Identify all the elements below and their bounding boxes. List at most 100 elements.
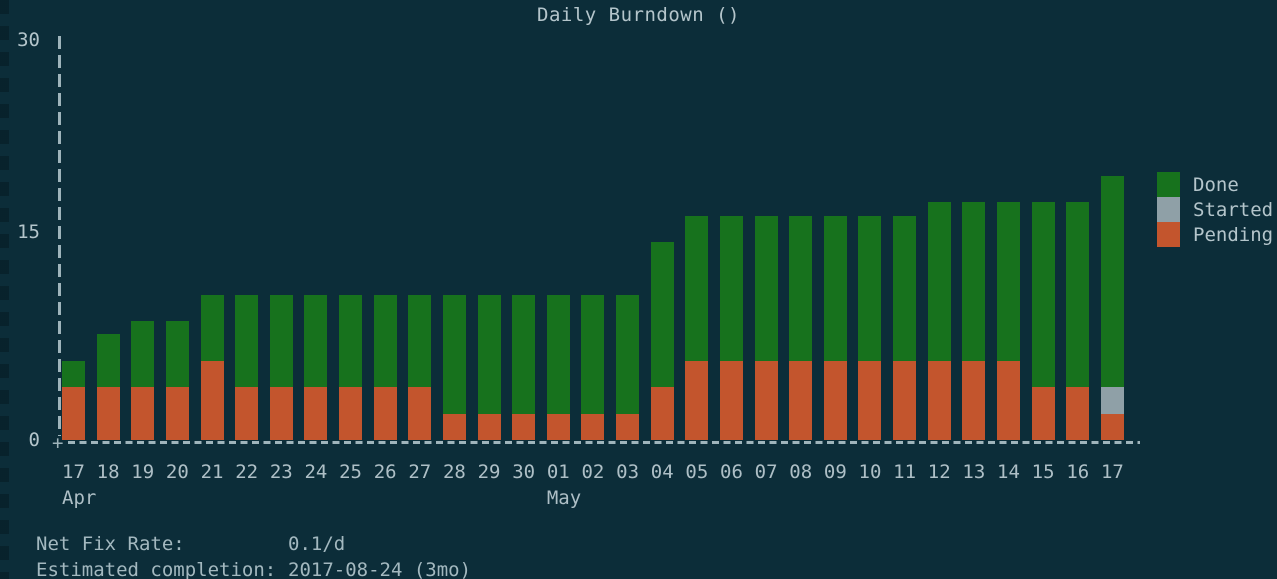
segment-pending	[823, 360, 847, 440]
segment-done	[408, 294, 432, 388]
x-tick-7-24: 24	[304, 461, 328, 483]
segment-pending	[304, 387, 328, 440]
x-tick-16-03: 03	[616, 461, 640, 483]
segment-pending	[719, 360, 743, 440]
x-tick-21-08: 08	[789, 461, 813, 483]
estimated-completion-value: 2017-08-24 (3mo)	[288, 559, 472, 579]
segment-done	[1100, 176, 1124, 388]
x-tick-5-22: 22	[235, 461, 259, 483]
bar-18-05	[685, 215, 709, 440]
segment-done	[373, 294, 397, 388]
segment-pending	[442, 413, 466, 440]
bar-26-13	[962, 202, 986, 440]
segment-started	[1100, 387, 1124, 414]
segment-done	[1031, 202, 1055, 388]
bar-21-08	[789, 215, 813, 440]
segment-pending	[477, 413, 501, 440]
bar-14-01	[546, 294, 570, 440]
segment-done	[442, 294, 466, 414]
segment-pending	[546, 413, 570, 440]
segment-done	[304, 294, 328, 388]
x-tick-30-17: 17	[1100, 461, 1124, 483]
x-tick-6-23: 23	[269, 461, 293, 483]
segment-done	[131, 321, 155, 388]
y-axis-line	[58, 36, 61, 436]
bar-13-30	[512, 294, 536, 440]
x-tick-13-30: 30	[512, 461, 536, 483]
segment-done	[823, 215, 847, 361]
segment-pending	[616, 413, 640, 440]
segment-pending	[339, 387, 363, 440]
x-tick-18-05: 05	[685, 461, 709, 483]
net-fix-rate-label: Net Fix Rate:	[36, 533, 185, 555]
legend-swatch-started	[1157, 197, 1180, 222]
segment-done	[893, 215, 917, 361]
month-label-may: May	[546, 487, 582, 509]
x-tick-25-12: 12	[927, 461, 951, 483]
segment-pending	[235, 387, 259, 440]
legend-label-done: Done	[1193, 173, 1239, 196]
segment-done	[858, 215, 882, 361]
segment-pending	[927, 360, 951, 440]
bar-28-15	[1031, 202, 1055, 440]
segment-done	[62, 360, 85, 388]
x-tick-0-17: 17	[62, 461, 85, 483]
bar-30-17	[1100, 176, 1124, 440]
segment-done	[719, 215, 743, 361]
y-tick-0: 0	[28, 429, 40, 451]
segment-done	[997, 202, 1020, 361]
segment-done	[339, 294, 363, 388]
x-tick-20-07: 07	[754, 461, 778, 483]
segment-pending	[685, 360, 709, 440]
estimated-completion-label: Estimated completion:	[36, 559, 277, 579]
x-tick-29-16: 16	[1066, 461, 1090, 483]
bar-17-04	[650, 242, 674, 440]
bar-22-09	[823, 215, 847, 440]
segment-done	[477, 294, 501, 414]
segment-pending	[96, 387, 120, 440]
bar-15-02	[581, 294, 605, 440]
bar-6-23	[269, 294, 293, 440]
segment-pending	[1066, 387, 1090, 440]
segment-pending	[1031, 387, 1055, 440]
segment-pending	[858, 360, 882, 440]
segment-pending	[373, 387, 397, 440]
segment-pending	[200, 360, 224, 440]
x-tick-27-14: 14	[997, 461, 1020, 483]
x-tick-19-06: 06	[720, 461, 743, 483]
chart-title: Daily Burndown ()	[537, 4, 740, 26]
bar-8-25	[339, 294, 363, 440]
segment-pending	[269, 387, 293, 440]
bar-25-12	[927, 202, 951, 440]
segment-done	[546, 294, 570, 414]
segment-done	[1066, 202, 1090, 388]
segment-pending	[789, 360, 813, 440]
x-tick-24-11: 11	[893, 461, 917, 483]
segment-done	[165, 321, 189, 388]
segment-pending	[581, 413, 605, 440]
axis-origin-glyph: +	[52, 432, 64, 454]
y-tick-30: 30	[17, 29, 40, 51]
bar-9-26	[373, 294, 397, 440]
x-tick-14-01: 01	[546, 461, 570, 483]
segment-pending	[997, 360, 1020, 440]
net-fix-rate-value: 0.1/d	[288, 533, 346, 555]
bar-10-27	[408, 294, 432, 440]
y-tick-15: 15	[17, 221, 40, 243]
left-edge-dots	[0, 0, 9, 579]
segment-done	[96, 334, 120, 388]
bar-7-24	[304, 294, 328, 440]
segment-done	[512, 294, 536, 414]
segment-pending	[62, 387, 85, 440]
segment-done	[685, 215, 709, 361]
x-tick-10-27: 27	[408, 461, 432, 483]
x-tick-23-10: 10	[858, 461, 882, 483]
x-tick-8-25: 25	[339, 461, 362, 483]
bar-3-20	[165, 321, 189, 440]
x-tick-12-29: 29	[477, 461, 501, 483]
segment-done	[581, 294, 605, 414]
legend-item-pending: Pending	[1157, 222, 1273, 247]
legend: Done Started Pending	[1157, 172, 1273, 247]
segment-pending	[1100, 413, 1124, 440]
